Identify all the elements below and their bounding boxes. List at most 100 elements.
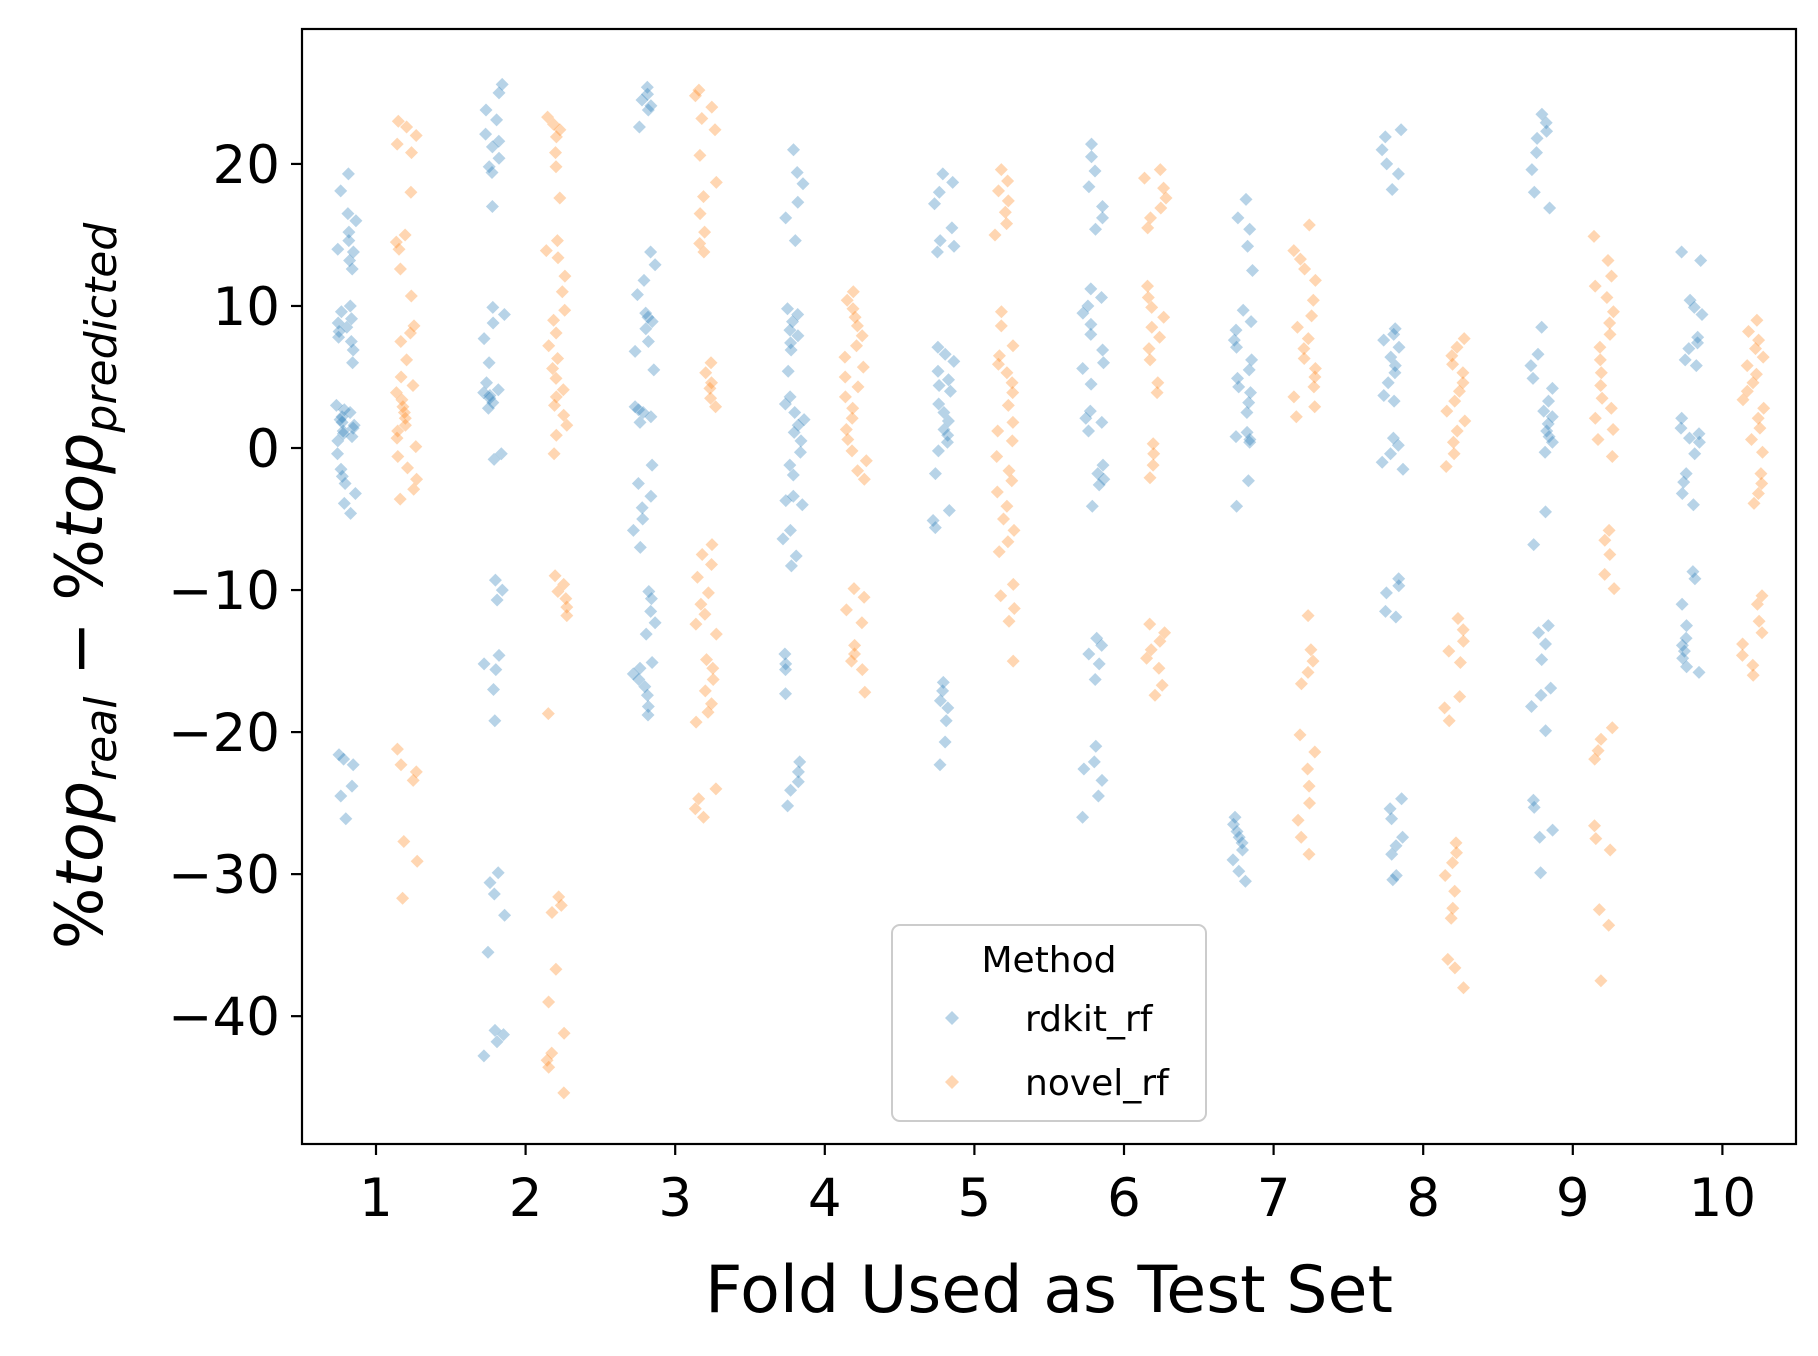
data-point xyxy=(1001,174,1015,188)
data-point xyxy=(1085,499,1099,513)
data-point xyxy=(701,586,715,600)
data-point xyxy=(397,406,411,419)
data-point xyxy=(1388,359,1402,373)
data-point xyxy=(329,398,343,412)
data-point xyxy=(778,397,792,411)
data-point xyxy=(1006,577,1020,591)
data-point xyxy=(1294,677,1308,691)
data-point xyxy=(851,380,865,394)
data-point xyxy=(791,775,805,789)
data-point xyxy=(1307,380,1321,394)
data-point xyxy=(1229,430,1243,444)
data-point xyxy=(479,127,493,141)
data-point xyxy=(488,573,502,587)
data-point xyxy=(633,415,647,429)
data-point xyxy=(1756,445,1769,459)
data-points xyxy=(329,77,1771,1100)
data-point xyxy=(1450,846,1463,860)
data-point xyxy=(1736,637,1750,651)
data-point xyxy=(1395,792,1409,806)
data-point xyxy=(546,362,560,375)
data-point xyxy=(1138,171,1151,185)
data-point xyxy=(1231,211,1245,225)
data-point xyxy=(1746,658,1760,672)
data-point xyxy=(1293,728,1307,742)
data-point xyxy=(394,758,408,772)
x-axis-label: Fold Used as Test Set xyxy=(705,1253,1393,1328)
data-point xyxy=(1688,572,1702,586)
data-point xyxy=(398,418,412,432)
data-point xyxy=(403,326,417,340)
data-point xyxy=(551,585,565,598)
x-tick-label: 7 xyxy=(1257,1168,1291,1229)
legend-marker-novel-rf xyxy=(945,1075,959,1089)
data-point xyxy=(709,175,723,189)
data-point xyxy=(992,545,1006,559)
data-point xyxy=(1448,394,1462,408)
data-point xyxy=(1605,721,1619,735)
data-point xyxy=(477,657,491,671)
data-point xyxy=(491,383,505,397)
data-point xyxy=(784,343,798,357)
data-point xyxy=(635,501,649,515)
data-point xyxy=(346,758,360,772)
data-point xyxy=(1598,567,1612,581)
data-point xyxy=(855,329,869,343)
data-point xyxy=(1389,610,1403,624)
data-point xyxy=(1153,330,1167,344)
data-point xyxy=(334,789,348,803)
data-point xyxy=(396,400,410,414)
data-point xyxy=(1526,793,1540,807)
data-point xyxy=(1532,626,1546,640)
data-point xyxy=(1092,478,1106,492)
data-point xyxy=(697,245,711,259)
data-point xyxy=(1682,342,1696,356)
data-point xyxy=(788,234,802,248)
data-point xyxy=(1736,393,1750,407)
data-point xyxy=(1006,415,1020,429)
data-point xyxy=(941,428,955,442)
data-point xyxy=(548,398,561,412)
data-point xyxy=(698,684,712,698)
x-axis: 1 2 3 4 5 6 7 8 9 10 xyxy=(359,1144,1756,1229)
data-point xyxy=(779,687,792,701)
data-point xyxy=(632,120,646,134)
data-point xyxy=(1689,359,1703,373)
data-point xyxy=(641,103,655,117)
data-point xyxy=(1088,673,1102,686)
y-axis: −40 −30 −20 −10 0 10 20 xyxy=(168,135,302,1048)
data-point xyxy=(790,166,804,179)
data-point xyxy=(332,330,346,344)
data-point xyxy=(1155,678,1169,692)
data-point xyxy=(557,1026,571,1040)
x-tick-label: 2 xyxy=(509,1168,543,1229)
data-point xyxy=(855,663,869,677)
data-point xyxy=(342,225,356,239)
data-point xyxy=(335,410,349,424)
x-tick-label: 9 xyxy=(1556,1168,1590,1229)
data-point xyxy=(1457,332,1471,346)
data-point xyxy=(848,310,862,324)
legend-box xyxy=(891,924,1207,1122)
data-point xyxy=(779,663,792,677)
data-point xyxy=(1381,376,1395,390)
data-point xyxy=(477,1049,491,1063)
data-point xyxy=(1680,619,1693,633)
data-point xyxy=(1238,874,1252,888)
data-point xyxy=(639,627,653,641)
data-point xyxy=(689,715,703,729)
data-point xyxy=(840,293,854,307)
data-point xyxy=(346,245,360,259)
data-point xyxy=(390,431,404,445)
data-point xyxy=(947,239,961,253)
legend-label-rdkit-rf: rdkit_rf xyxy=(1025,999,1154,1040)
data-point xyxy=(1006,386,1020,400)
data-point xyxy=(409,765,423,779)
data-point xyxy=(1692,435,1706,449)
data-point xyxy=(641,335,655,348)
data-point xyxy=(1084,317,1098,331)
data-point xyxy=(1091,467,1105,481)
data-point xyxy=(647,363,661,377)
data-point xyxy=(1446,901,1460,915)
data-point xyxy=(693,237,707,250)
